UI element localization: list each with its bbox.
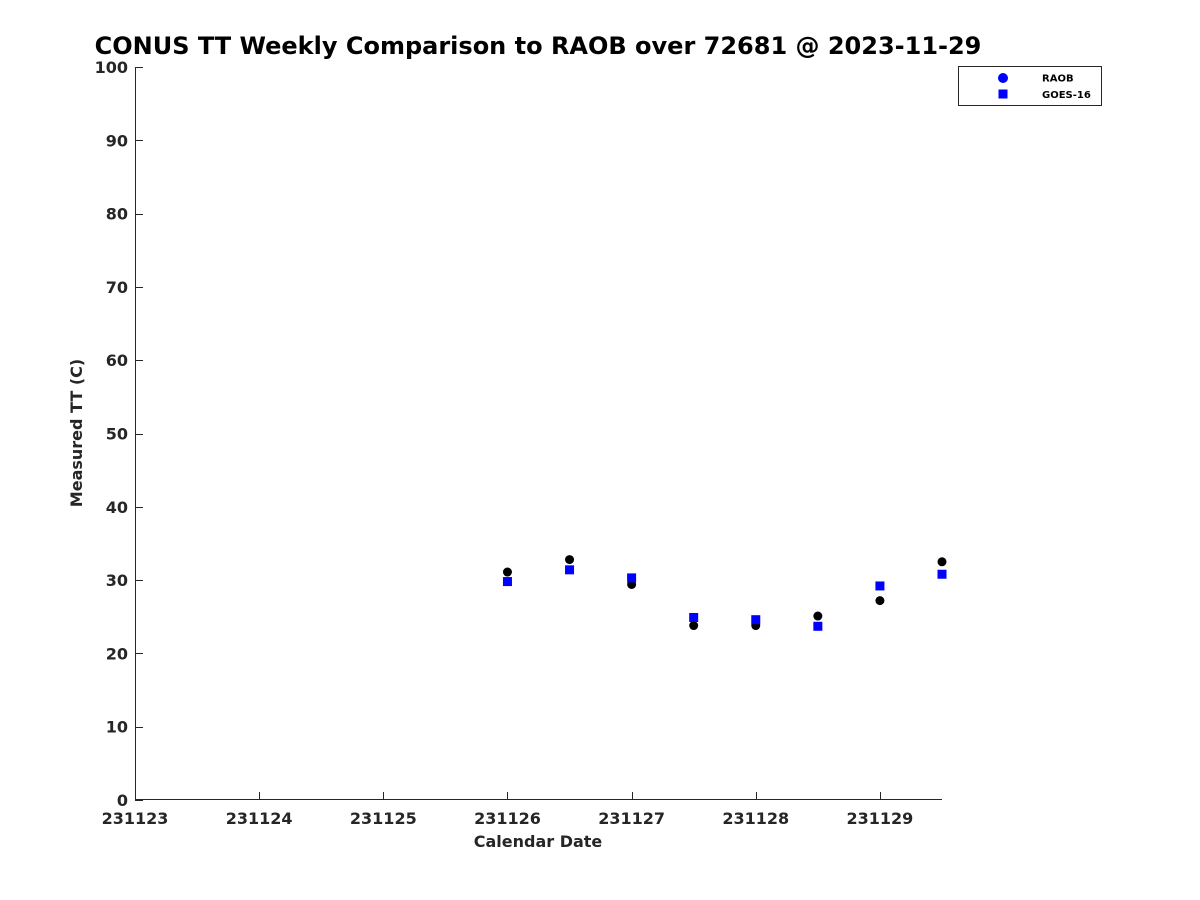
legend-label-goes-16: GOES-16 xyxy=(1042,90,1091,101)
point-goes-16 xyxy=(813,621,823,631)
y-tick-label: 30 xyxy=(106,571,128,590)
point-raob xyxy=(502,567,512,577)
legend: RAOB GOES-16 xyxy=(958,66,1102,106)
point-raob xyxy=(875,596,885,606)
point-goes-16 xyxy=(751,615,761,625)
y-tick-label: 90 xyxy=(106,131,128,150)
chart-title: CONUS TT Weekly Comparison to RAOB over … xyxy=(95,32,982,60)
series-goes-16 xyxy=(502,565,947,631)
point-raob xyxy=(689,621,699,631)
point-goes-16 xyxy=(627,573,637,583)
x-tick-label: 231128 xyxy=(722,809,789,828)
y-tick-label: 40 xyxy=(106,498,128,517)
y-tick-label: 50 xyxy=(106,425,128,444)
x-ticks: 231123 231124 231125 231126 231127 231128 2311… xyxy=(102,792,914,828)
y-axis-label: Measured TT (C) xyxy=(67,359,86,507)
point-goes-16 xyxy=(875,581,885,591)
y-tick-label: 60 xyxy=(106,351,128,370)
point-goes-16 xyxy=(689,612,699,622)
legend-marker-goes-16 xyxy=(998,89,1008,99)
legend-label-raob: RAOB xyxy=(1042,74,1074,85)
point-goes-16 xyxy=(502,577,512,587)
y-tick-label: 80 xyxy=(106,205,128,224)
x-tick-label: 231129 xyxy=(847,809,914,828)
y-tick-label: 20 xyxy=(106,644,128,663)
point-raob xyxy=(813,611,823,621)
legend-marker-raob xyxy=(998,73,1008,83)
x-tick-label: 231124 xyxy=(226,809,293,828)
point-goes-16 xyxy=(565,565,575,575)
x-tick-label: 231126 xyxy=(474,809,541,828)
point-raob xyxy=(565,555,575,565)
y-tick-label: 70 xyxy=(106,278,128,297)
point-raob xyxy=(937,557,947,567)
legend-box xyxy=(958,66,1102,106)
y-ticks: 0 10 20 30 40 50 60 70 80 90 100 xyxy=(95,58,143,810)
x-tick-label: 231125 xyxy=(350,809,417,828)
y-tick-label: 0 xyxy=(117,791,128,810)
x-tick-label: 231123 xyxy=(102,809,169,828)
x-axis-label: Calendar Date xyxy=(474,832,603,851)
x-tick-label: 231127 xyxy=(598,809,665,828)
y-tick-label: 100 xyxy=(95,58,128,77)
y-tick-label: 10 xyxy=(106,718,128,737)
point-goes-16 xyxy=(937,569,947,579)
